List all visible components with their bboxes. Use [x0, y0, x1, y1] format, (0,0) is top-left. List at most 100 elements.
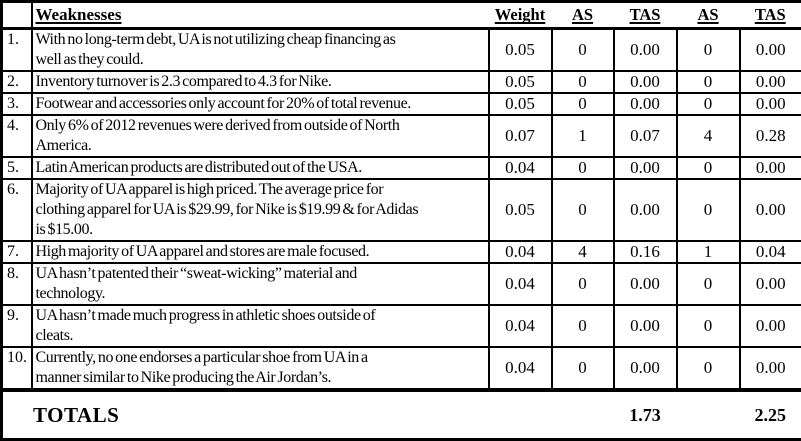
weight-cell: 0.04 — [489, 347, 552, 390]
row-number-cell: 6. — [2, 179, 32, 241]
tas-1-cell: 0.07 — [614, 115, 677, 157]
row-number-cell: 4. — [2, 115, 32, 157]
tas-1-cell: 0.00 — [614, 93, 677, 115]
table-row: 7.High majority of UA apparel and stores… — [2, 241, 801, 263]
table-row: 3.Footwear and accessories only account … — [2, 93, 801, 115]
row-number-cell: 9. — [2, 305, 32, 347]
col-header-as-2-label: AS — [697, 5, 718, 24]
weakness-text-cell: Latin American products are distributed … — [32, 157, 489, 179]
col-header-as-2: AS — [677, 2, 740, 29]
weakness-text-cell: High majority of UA apparel and stores a… — [32, 241, 489, 263]
tas-2-cell: 0.00 — [740, 179, 801, 241]
as-1-cell: 4 — [552, 241, 614, 263]
tas-1-cell: 0.00 — [614, 71, 677, 93]
weight-cell: 0.05 — [489, 29, 552, 72]
row-number-cell: 1. — [2, 29, 32, 72]
as-1-cell: 0 — [552, 71, 614, 93]
col-header-weight-label: Weight — [495, 5, 545, 24]
totals-as-2-cell — [677, 390, 740, 440]
weakness-text-cell: Footwear and accessories only account fo… — [32, 93, 489, 115]
table-row: 6.Majority of UA apparel is high priced.… — [2, 179, 801, 241]
weakness-text-cell: With no long-term debt, UA is not utiliz… — [32, 29, 489, 72]
tas-1-cell: 0.00 — [614, 29, 677, 72]
weakness-text-cell: Majority of UA apparel is high priced. T… — [32, 179, 489, 241]
weight-cell: 0.05 — [489, 93, 552, 115]
corner-cell — [2, 2, 32, 29]
row-number-cell: 10. — [2, 347, 32, 390]
weakness-text-cell: UA hasn’t patented their “sweat-wicking”… — [32, 263, 489, 305]
tas-2-cell: 0.00 — [740, 29, 801, 72]
row-number-cell: 2. — [2, 71, 32, 93]
col-header-tas-2-label: TAS — [755, 5, 786, 24]
tas-1-cell: 0.16 — [614, 241, 677, 263]
table-row: 5.Latin American products are distribute… — [2, 157, 801, 179]
tas-2-cell: 0.28 — [740, 115, 801, 157]
col-header-weaknesses-label: Weaknesses — [36, 5, 122, 24]
table-header: Weaknesses Weight AS TAS AS TAS — [2, 2, 801, 29]
as-2-cell: 0 — [677, 93, 740, 115]
as-2-cell: 0 — [677, 179, 740, 241]
weight-cell: 0.04 — [489, 263, 552, 305]
row-number-cell: 8. — [2, 263, 32, 305]
as-1-cell: 0 — [552, 93, 614, 115]
totals-as-1-cell — [552, 390, 614, 440]
as-1-cell: 0 — [552, 263, 614, 305]
weight-cell: 0.04 — [489, 305, 552, 347]
as-1-cell: 0 — [552, 179, 614, 241]
totals-label: TOTALS — [2, 390, 489, 440]
table-row: 2.Inventory turnover is 2.3 compared to … — [2, 71, 801, 93]
totals-tas-1-cell: 1.73 — [614, 390, 677, 440]
row-number-cell: 7. — [2, 241, 32, 263]
weight-cell: 0.05 — [489, 179, 552, 241]
col-header-weight: Weight — [489, 2, 552, 29]
header-row: Weaknesses Weight AS TAS AS TAS — [2, 2, 801, 29]
col-header-weaknesses: Weaknesses — [32, 2, 489, 29]
as-2-cell: 0 — [677, 347, 740, 390]
weakness-text-cell: Inventory turnover is 2.3 compared to 4.… — [32, 71, 489, 93]
as-2-cell: 0 — [677, 29, 740, 72]
tas-1-cell: 0.00 — [614, 263, 677, 305]
row-number-cell: 5. — [2, 157, 32, 179]
as-2-cell: 1 — [677, 241, 740, 263]
col-header-tas-1: TAS — [614, 2, 677, 29]
as-2-cell: 0 — [677, 305, 740, 347]
weight-cell: 0.05 — [489, 71, 552, 93]
tas-2-cell: 0.00 — [740, 347, 801, 390]
as-2-cell: 0 — [677, 263, 740, 305]
as-2-cell: 0 — [677, 71, 740, 93]
as-1-cell: 1 — [552, 115, 614, 157]
table-row: 1.With no long-term debt, UA is not util… — [2, 29, 801, 72]
weight-cell: 0.07 — [489, 115, 552, 157]
tas-1-cell: 0.00 — [614, 347, 677, 390]
totals-tas-2-cell: 2.25 — [740, 390, 801, 440]
tas-2-cell: 0.00 — [740, 305, 801, 347]
as-1-cell: 0 — [552, 29, 614, 72]
table-row: 8.UA hasn’t patented their “sweat-wickin… — [2, 263, 801, 305]
as-2-cell: 4 — [677, 115, 740, 157]
as-1-cell: 0 — [552, 305, 614, 347]
tas-2-cell: 0.04 — [740, 241, 801, 263]
weight-cell: 0.04 — [489, 157, 552, 179]
tas-2-cell: 0.00 — [740, 263, 801, 305]
tas-1-cell: 0.00 — [614, 179, 677, 241]
as-1-cell: 0 — [552, 347, 614, 390]
tas-1-cell: 0.00 — [614, 305, 677, 347]
table-row: 10.Currently, no one endorses a particul… — [2, 347, 801, 390]
row-number-cell: 3. — [2, 93, 32, 115]
table-body: 1.With no long-term debt, UA is not util… — [2, 29, 801, 391]
as-2-cell: 0 — [677, 157, 740, 179]
table-row: 9.UA hasn’t made much progress in athlet… — [2, 305, 801, 347]
tas-2-cell: 0.00 — [740, 93, 801, 115]
table-row: 4.Only 6% of 2012 revenues were derived … — [2, 115, 801, 157]
totals-row: TOTALS 1.73 2.25 — [2, 390, 801, 440]
col-header-tas-1-label: TAS — [630, 5, 661, 24]
table-footer: TOTALS 1.73 2.25 — [2, 390, 801, 440]
tas-1-cell: 0.00 — [614, 157, 677, 179]
tas-2-cell: 0.00 — [740, 157, 801, 179]
col-header-tas-2: TAS — [740, 2, 801, 29]
tas-2-cell: 0.00 — [740, 71, 801, 93]
weakness-text-cell: UA hasn’t made much progress in athletic… — [32, 305, 489, 347]
weight-cell: 0.04 — [489, 241, 552, 263]
weakness-text-cell: Only 6% of 2012 revenues were derived fr… — [32, 115, 489, 157]
